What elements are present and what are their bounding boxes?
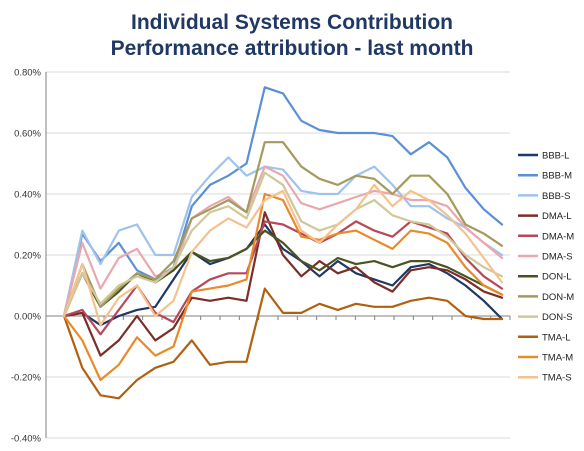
series-line-tma-m bbox=[62, 192, 504, 382]
series-line-don-m bbox=[62, 141, 504, 318]
legend-label-tma-s: TMA-S bbox=[542, 373, 572, 384]
y-tick-label: 0.20% bbox=[14, 251, 41, 262]
legend-label-dma-l: DMA-L bbox=[542, 211, 572, 222]
series-line-tma-l bbox=[62, 287, 504, 400]
y-tick-label: 0.60% bbox=[14, 129, 41, 140]
legend-label-dma-m: DMA-M bbox=[542, 231, 574, 242]
series-line-bbb-m bbox=[62, 86, 504, 318]
legend: BBB-L BBB-M BBB-S DMA-L DMA-M DMA-S DON-L DON-M… bbox=[518, 151, 574, 384]
y-tick-label: -0.20% bbox=[11, 373, 42, 384]
legend-label-tma-l: TMA-L bbox=[542, 332, 571, 343]
series-line-bbb-s bbox=[62, 156, 504, 318]
legend-label-tma-m: TMA-M bbox=[542, 353, 573, 364]
series-line-dma-l bbox=[62, 211, 504, 357]
series-line-bbb-l bbox=[62, 223, 504, 327]
y-axis-ticks: 0.80% 0.60% 0.40% 0.20% 0.00% -0.20% -0.40% bbox=[11, 68, 42, 445]
legend-label-dma-s: DMA-S bbox=[542, 252, 573, 263]
y-tick-label: 0.80% bbox=[14, 68, 41, 79]
chart-subtitle: Performance attribution - last month bbox=[111, 37, 474, 60]
y-tick-label: -0.40% bbox=[11, 434, 42, 445]
chart-title: Individual Systems Contribution bbox=[131, 11, 453, 34]
series-line-don-s bbox=[62, 171, 504, 318]
series-line-tma-s bbox=[62, 183, 504, 327]
series-lines bbox=[62, 86, 504, 400]
y-tick-label: 0.40% bbox=[14, 190, 41, 201]
legend-label-don-m: DON-M bbox=[542, 292, 574, 303]
legend-label-don-s: DON-S bbox=[542, 312, 573, 323]
legend-label-bbb-s: BBB-S bbox=[542, 191, 571, 202]
legend-label-bbb-m: BBB-M bbox=[542, 171, 572, 182]
legend-label-don-l: DON-L bbox=[542, 272, 572, 283]
legend-label-bbb-l: BBB-L bbox=[542, 151, 569, 162]
y-tick-label: 0.00% bbox=[14, 312, 41, 323]
